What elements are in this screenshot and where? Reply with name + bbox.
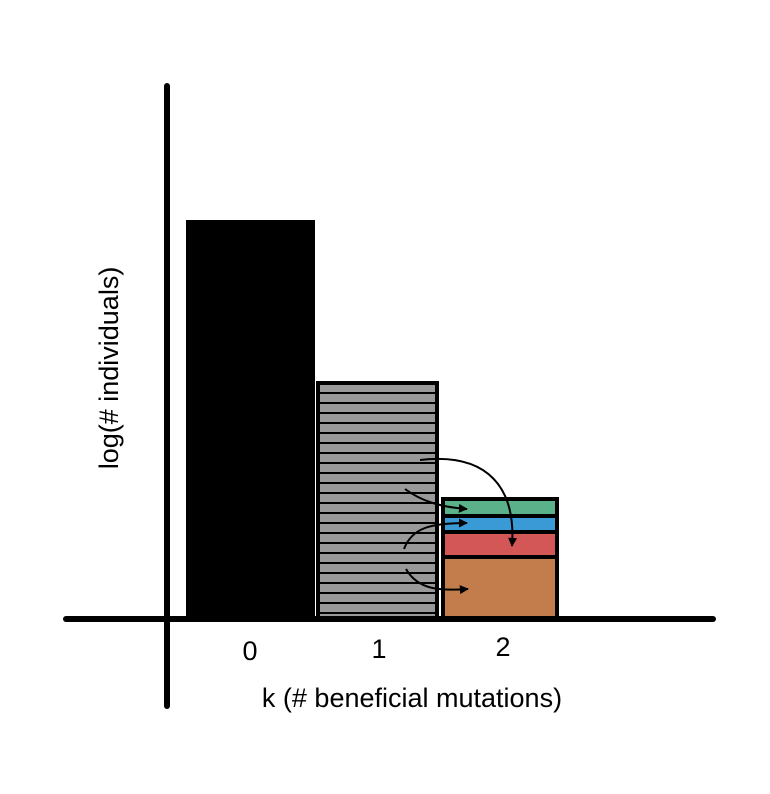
arrow-to-orange — [405, 568, 469, 595]
bar-k2-segment-green — [443, 499, 557, 516]
bar-k2-segment-red — [443, 532, 557, 557]
arrow-to-red — [419, 457, 518, 547]
y-axis-title: log(# individuals) — [94, 267, 124, 470]
bar-k2-segment-blue — [443, 516, 557, 532]
bar-k2 — [441, 497, 559, 621]
arrow-to-blue — [403, 518, 468, 550]
bar-k1 — [316, 381, 439, 621]
mutation-arrows — [403, 457, 518, 595]
bar-k1-stripes — [320, 392, 435, 614]
bar-k0 — [186, 220, 315, 619]
tick-label-k2: 2 — [495, 632, 510, 662]
tick-label-k1: 1 — [371, 634, 386, 664]
x-axis-title: k (# beneficial mutations) — [262, 683, 562, 713]
arrow-to-green — [404, 488, 468, 513]
tick-label-k0: 0 — [242, 636, 257, 666]
bar-k2-segment-orange — [443, 557, 557, 619]
